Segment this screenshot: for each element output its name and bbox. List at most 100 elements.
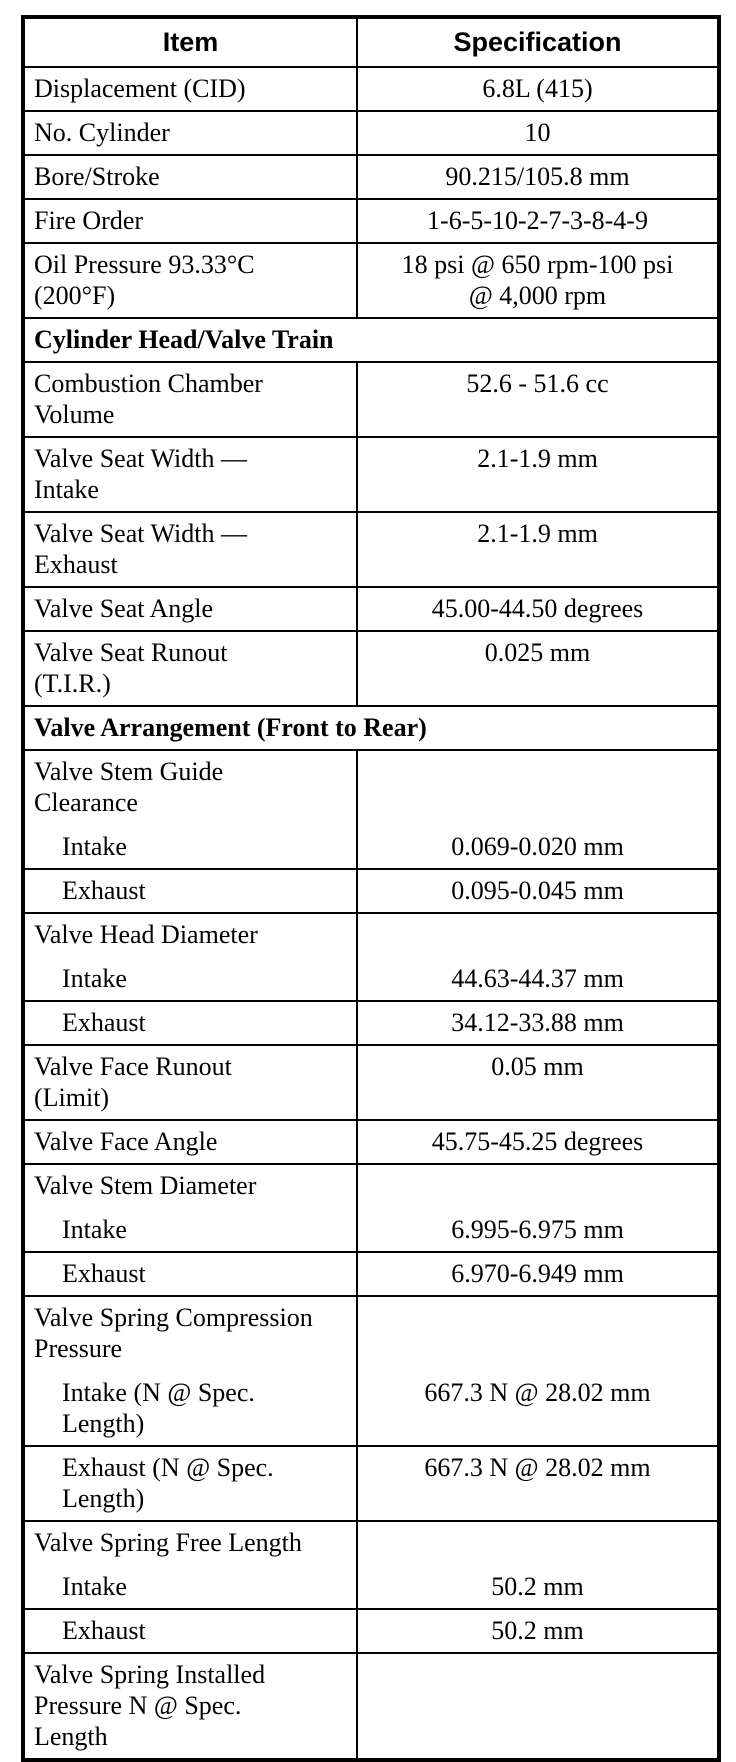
item-label: Combustion Chamber Volume bbox=[34, 369, 263, 429]
spec-value: 45.75-45.25 degrees bbox=[431, 1127, 644, 1156]
group-title: Valve Head Diameter bbox=[34, 920, 258, 949]
spec-cell: 10 bbox=[356, 110, 720, 156]
table-row: Valve Spring Compression Pressure Intake … bbox=[22, 1295, 720, 1447]
table-row: Displacement (CID) 6.8L (415) bbox=[22, 66, 720, 112]
item-cell: Fire Order bbox=[22, 198, 358, 244]
spec-value: 1-6-5-10-2-7-3-8-4-9 bbox=[427, 206, 648, 235]
table-row: Exhaust 34.12-33.88 mm bbox=[22, 1000, 720, 1046]
spec-cell bbox=[356, 1652, 720, 1761]
spec-cell: Valve Head Diameter44.63-44.37 mm bbox=[356, 912, 720, 1002]
spec-cell: 50.2 mm bbox=[356, 1608, 720, 1654]
item-cell: Valve Seat Width — Intake bbox=[22, 436, 358, 513]
section-row: Valve Arrangement (Front to Rear) bbox=[22, 705, 720, 751]
item-label: Valve Face Runout (Limit) bbox=[34, 1052, 232, 1112]
spec-value: 44.63-44.37 mm bbox=[451, 964, 624, 993]
spec-cell: Valve Stem Guide Clearance0.069-0.020 mm bbox=[356, 749, 720, 870]
item-label: Oil Pressure 93.33°C (200°F) bbox=[34, 250, 255, 310]
spec-cell: 0.05 mm bbox=[356, 1044, 720, 1121]
item-label: Valve Face Angle bbox=[34, 1127, 218, 1156]
spec-cell: 667.3 N @ 28.02 mm bbox=[356, 1445, 720, 1522]
table-row: Valve Stem Guide ClearanceIntakeValve St… bbox=[22, 749, 720, 870]
item-label: Intake bbox=[62, 1215, 127, 1244]
spec-cell: 90.215/105.8 mm bbox=[356, 154, 720, 200]
item-label: Exhaust bbox=[62, 1008, 146, 1037]
item-cell: Valve Seat Angle bbox=[22, 586, 358, 632]
spec-cell: 34.12-33.88 mm bbox=[356, 1000, 720, 1046]
item-cell: Valve Seat Runout (T.I.R.) bbox=[22, 630, 358, 707]
item-label: Bore/Stroke bbox=[34, 162, 160, 191]
item-cell: Valve Face Runout (Limit) bbox=[22, 1044, 358, 1121]
table-row: Exhaust 0.095-0.045 mm bbox=[22, 868, 720, 914]
table-row: Combustion Chamber Volume 52.6 - 51.6 cc bbox=[22, 361, 720, 438]
table-row: Valve Spring Free LengthIntakeValve Spri… bbox=[22, 1520, 720, 1610]
item-cell: Valve Head Diameter Intake bbox=[22, 912, 358, 1002]
spec-value: 2.1-1.9 mm bbox=[477, 519, 598, 548]
item-cell: Valve Spring Compression Pressure Intake … bbox=[22, 1295, 358, 1447]
table-header-row: Item Specification bbox=[22, 16, 720, 68]
table-row: Exhaust 50.2 mm bbox=[22, 1608, 720, 1654]
spec-value: 18 psi @ 650 rpm-100 psi @ 4,000 rpm bbox=[401, 250, 674, 310]
spec-value: 6.995-6.975 mm bbox=[451, 1215, 624, 1244]
table-row: Valve Face Runout (Limit) 0.05 mm bbox=[22, 1044, 720, 1121]
spec-cell: 0.095-0.045 mm bbox=[356, 868, 720, 914]
item-cell: Valve Spring Installed Pressure N @ Spec… bbox=[22, 1652, 358, 1761]
item-cell: Valve Seat Width — Exhaust bbox=[22, 511, 358, 588]
table-row: Valve Face Angle 45.75-45.25 degrees bbox=[22, 1119, 720, 1165]
item-label: Intake (N @ Spec. Length) bbox=[62, 1378, 255, 1438]
section-row: Cylinder Head/Valve Train bbox=[22, 317, 720, 363]
item-label: Intake bbox=[62, 964, 127, 993]
spec-value: 667.3 N @ 28.02 mm bbox=[424, 1378, 651, 1407]
spec-value: 0.069-0.020 mm bbox=[451, 832, 624, 861]
item-label: No. Cylinder bbox=[34, 118, 170, 147]
item-label: Exhaust bbox=[62, 876, 146, 905]
table-row: Valve Stem DiameterIntakeValve Stem Diam… bbox=[22, 1163, 720, 1253]
spec-value: 50.2 mm bbox=[491, 1572, 584, 1601]
item-label: Valve Seat Width — Intake bbox=[34, 444, 247, 504]
spec-table-body: Displacement (CID) 6.8L (415) No. Cylinder… bbox=[22, 66, 720, 1761]
spec-cell: 2.1-1.9 mm bbox=[356, 511, 720, 588]
spec-cell: 18 psi @ 650 rpm-100 psi @ 4,000 rpm bbox=[356, 242, 720, 319]
spec-value: 45.00-44.50 degrees bbox=[431, 594, 644, 623]
spec-value: 6.970-6.949 mm bbox=[451, 1259, 624, 1288]
spec-cell: 1-6-5-10-2-7-3-8-4-9 bbox=[356, 198, 720, 244]
spec-cell: Valve Spring Free Length50.2 mm bbox=[356, 1520, 720, 1610]
section-title: Cylinder Head/Valve Train bbox=[22, 317, 720, 363]
table-row: Fire Order 1-6-5-10-2-7-3-8-4-9 bbox=[22, 198, 720, 244]
spec-cell: 6.970-6.949 mm bbox=[356, 1251, 720, 1297]
item-label: Valve Seat Runout (T.I.R.) bbox=[34, 638, 228, 698]
group-title: Valve Spring Compression Pressure bbox=[34, 1303, 313, 1363]
spec-cell: 45.00-44.50 degrees bbox=[356, 586, 720, 632]
item-cell: Exhaust bbox=[22, 1000, 358, 1046]
table-row: Valve Seat Width — Exhaust 2.1-1.9 mm bbox=[22, 511, 720, 588]
group-title: Valve Spring Free Length bbox=[34, 1528, 302, 1557]
item-cell: Exhaust (N @ Spec. Length) bbox=[22, 1445, 358, 1522]
item-label: Exhaust (N @ Spec. Length) bbox=[62, 1453, 274, 1513]
table-row: Valve Head DiameterIntakeValve Head Diam… bbox=[22, 912, 720, 1002]
table-row: Exhaust 6.970-6.949 mm bbox=[22, 1251, 720, 1297]
item-label: Intake bbox=[62, 832, 127, 861]
group-title: Valve Stem Guide Clearance bbox=[34, 757, 224, 817]
spec-cell: 45.75-45.25 degrees bbox=[356, 1119, 720, 1165]
spec-cell: 2.1-1.9 mm bbox=[356, 436, 720, 513]
item-cell: Valve Stem Diameter Intake bbox=[22, 1163, 358, 1253]
item-cell: Exhaust bbox=[22, 1251, 358, 1297]
item-label: Valve Spring Installed Pressure N @ Spec… bbox=[34, 1660, 266, 1751]
spec-value: 0.095-0.045 mm bbox=[451, 876, 624, 905]
spec-value: 50.2 mm bbox=[491, 1616, 584, 1645]
table-row: No. Cylinder 10 bbox=[22, 110, 720, 156]
item-cell: Valve Stem Guide Clearance Intake bbox=[22, 749, 358, 870]
item-cell: Bore/Stroke bbox=[22, 154, 358, 200]
section-title: Valve Arrangement (Front to Rear) bbox=[22, 705, 720, 751]
item-cell: Valve Face Angle bbox=[22, 1119, 358, 1165]
spec-cell: 0.025 mm bbox=[356, 630, 720, 707]
item-label: Fire Order bbox=[34, 206, 144, 235]
spec-cell: Valve Stem Diameter6.995-6.975 mm bbox=[356, 1163, 720, 1253]
spec-cell: Valve Spring Compression Pressure667.3 N… bbox=[356, 1295, 720, 1447]
item-label: Valve Seat Angle bbox=[34, 594, 214, 623]
item-cell: Oil Pressure 93.33°C (200°F) bbox=[22, 242, 358, 319]
table-row: Valve Seat Angle 45.00-44.50 degrees bbox=[22, 586, 720, 632]
item-cell: Exhaust bbox=[22, 868, 358, 914]
spec-value: 52.6 - 51.6 cc bbox=[466, 369, 609, 398]
table-row: Valve Seat Width — Intake 2.1-1.9 mm bbox=[22, 436, 720, 513]
column-header-specification: Specification bbox=[356, 16, 720, 68]
